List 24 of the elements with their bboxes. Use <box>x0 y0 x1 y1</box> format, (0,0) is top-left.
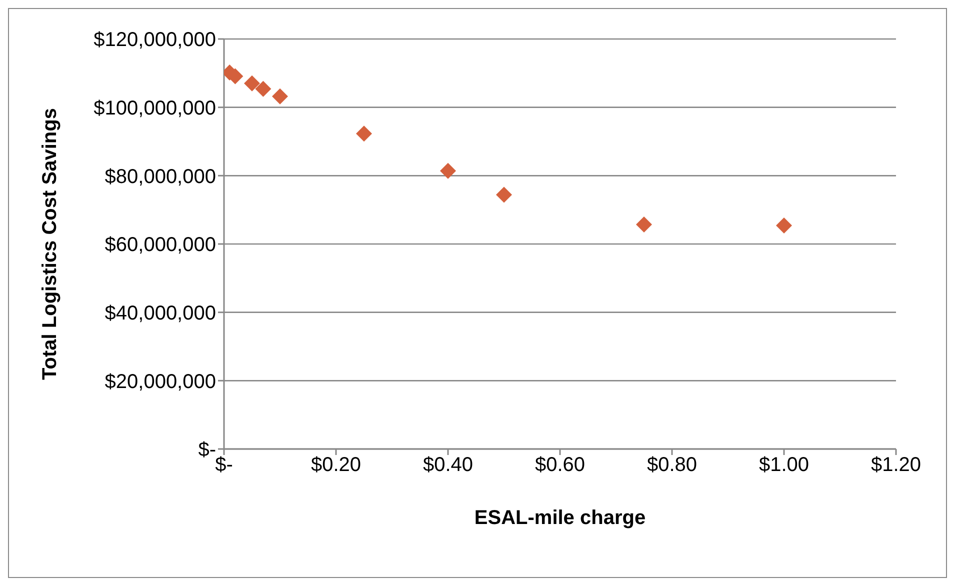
y-tick-label: $120,000,000 <box>94 29 216 52</box>
point <box>636 216 652 233</box>
x-tick-label: $0.40 <box>422 454 474 476</box>
y-tick-label: $40,000,000 <box>104 302 216 324</box>
point <box>776 218 792 234</box>
y-tick-label: $60,000,000 <box>104 234 216 256</box>
point <box>244 75 260 92</box>
point <box>272 88 288 104</box>
point <box>496 186 512 203</box>
point <box>440 162 456 179</box>
x-tick-label: $0.80 <box>646 454 698 476</box>
point <box>255 80 272 97</box>
x-tick-label: $1.00 <box>758 454 810 476</box>
y-tick-label: $- <box>198 439 216 462</box>
x-tick-label: $- <box>215 454 233 476</box>
point <box>356 126 372 142</box>
x-tick-label: $0.60 <box>534 454 586 476</box>
y-tick-label: $100,000,000 <box>94 97 216 120</box>
y-axis-title: Total Logistics Cost Savings <box>39 108 62 380</box>
x-tick-label: $0.20 <box>310 454 362 476</box>
x-tick-label: $1.20 <box>870 454 922 476</box>
y-tick-label: $80,000,000 <box>104 166 216 188</box>
x-axis-title: ESAL-mile charge <box>474 507 646 529</box>
y-tick-label: $20,000,000 <box>104 370 216 393</box>
